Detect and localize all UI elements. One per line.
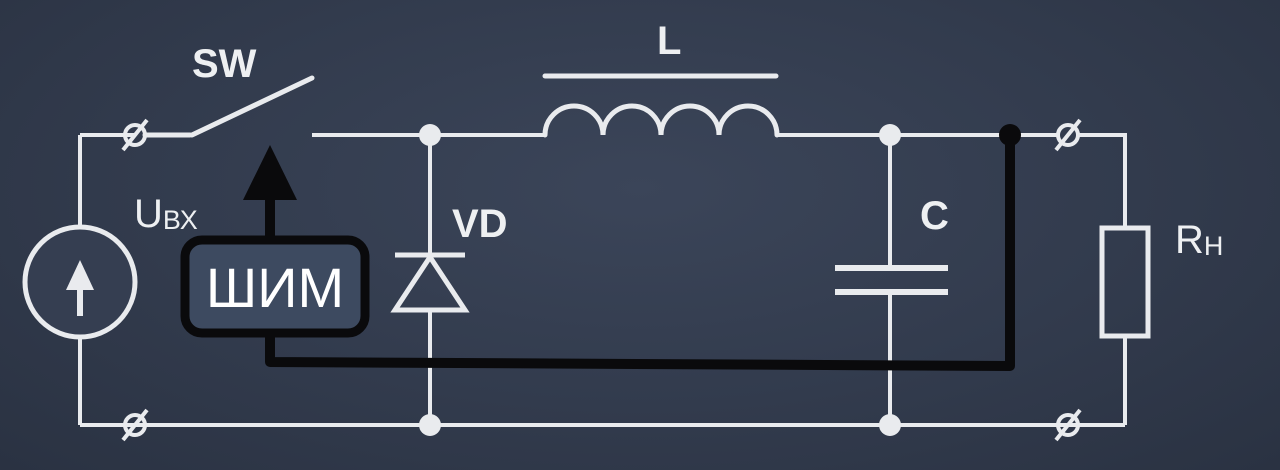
node-capacitor-top — [879, 124, 901, 146]
load-sub: Н — [1204, 231, 1224, 261]
junction-nodes — [419, 124, 901, 436]
switch-label: SW — [192, 42, 257, 86]
diode-label: VD — [452, 202, 508, 246]
pwm-block: ШИМ — [180, 235, 370, 338]
diode-vd — [390, 135, 470, 425]
capacitor-c — [835, 135, 948, 425]
input-voltage-label: UВХ — [134, 192, 198, 236]
pwm-label: ШИМ — [206, 256, 344, 319]
input-voltage-main: U — [134, 192, 163, 236]
pwm-feedback-path — [243, 124, 1021, 371]
feedback-node — [999, 124, 1021, 146]
terminal-bottom-right — [1054, 408, 1082, 442]
feedback-wire — [265, 135, 1015, 371]
switch-sw — [142, 75, 315, 138]
input-voltage-source — [22, 224, 138, 340]
pwm-box — [180, 235, 370, 338]
capacitor-label: C — [920, 194, 949, 238]
load-main: R — [1175, 218, 1204, 262]
inductor-coil — [542, 103, 780, 138]
inductor-l — [542, 73, 780, 138]
inductor-label: L — [657, 19, 681, 63]
input-voltage-sub: ВХ — [163, 205, 198, 235]
source-arrow-head — [66, 260, 94, 290]
node-diode-bottom — [419, 414, 441, 436]
node-diode-top — [419, 124, 441, 146]
terminal-bottom-left — [121, 408, 149, 442]
load-resistor — [1099, 225, 1151, 339]
node-capacitor-bottom — [879, 414, 901, 436]
output-top-wire — [1078, 133, 1127, 228]
terminal-top-right — [1054, 118, 1082, 152]
switch-blade — [189, 75, 315, 138]
load-label: RН — [1175, 218, 1223, 262]
control-arrow-head — [243, 145, 297, 200]
diode-triangle — [390, 252, 470, 313]
